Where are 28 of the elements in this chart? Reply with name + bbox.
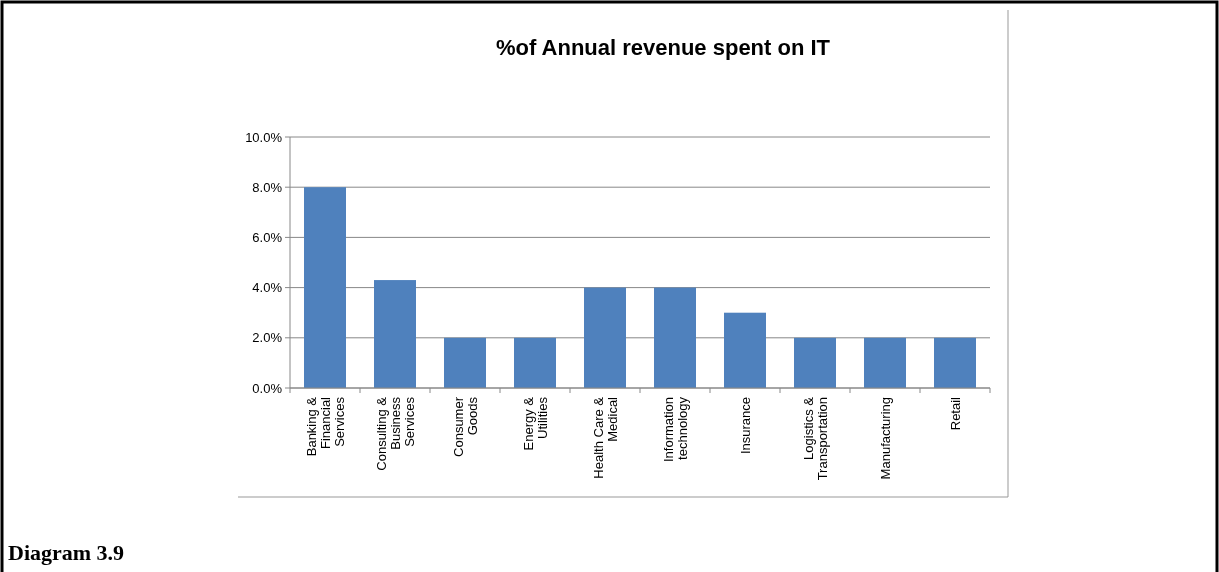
bar (794, 337, 836, 388)
y-tick-label: 6.0% (252, 229, 283, 245)
x-tick-label: Banking & Financial Services (304, 396, 347, 457)
bar (374, 280, 416, 388)
x-tick-label: Insurance (738, 397, 753, 455)
bar (514, 337, 556, 388)
x-tick-label: Manufacturing (878, 397, 893, 480)
bar (724, 312, 766, 388)
x-tick-label: Retail (948, 396, 963, 431)
x-tick-label: Consulting & Business Services (374, 396, 417, 471)
bar (304, 187, 346, 388)
y-tick-label: 8.0% (252, 179, 283, 195)
x-tick-label: Health Care & Medical (591, 396, 620, 479)
x-tick-label: Consumer Goods (451, 396, 480, 457)
y-tick-label: 0.0% (252, 380, 283, 396)
y-tick-label: 10.0% (245, 129, 283, 145)
bar (864, 337, 906, 388)
chart-title: %of Annual revenue spent on IT (495, 35, 831, 60)
bar (654, 287, 696, 388)
y-tick-label: 4.0% (252, 280, 283, 296)
bar (934, 337, 976, 388)
y-tick-label: 2.0% (252, 330, 283, 346)
text: Diagram 3.9 (8, 540, 125, 565)
bar (584, 287, 626, 388)
x-tick-label: Energy & Utilities (521, 396, 550, 451)
x-tick-label: Information technology (661, 396, 690, 463)
x-tick-label: Logistics & Transportation (801, 396, 830, 481)
bar (444, 337, 486, 388)
